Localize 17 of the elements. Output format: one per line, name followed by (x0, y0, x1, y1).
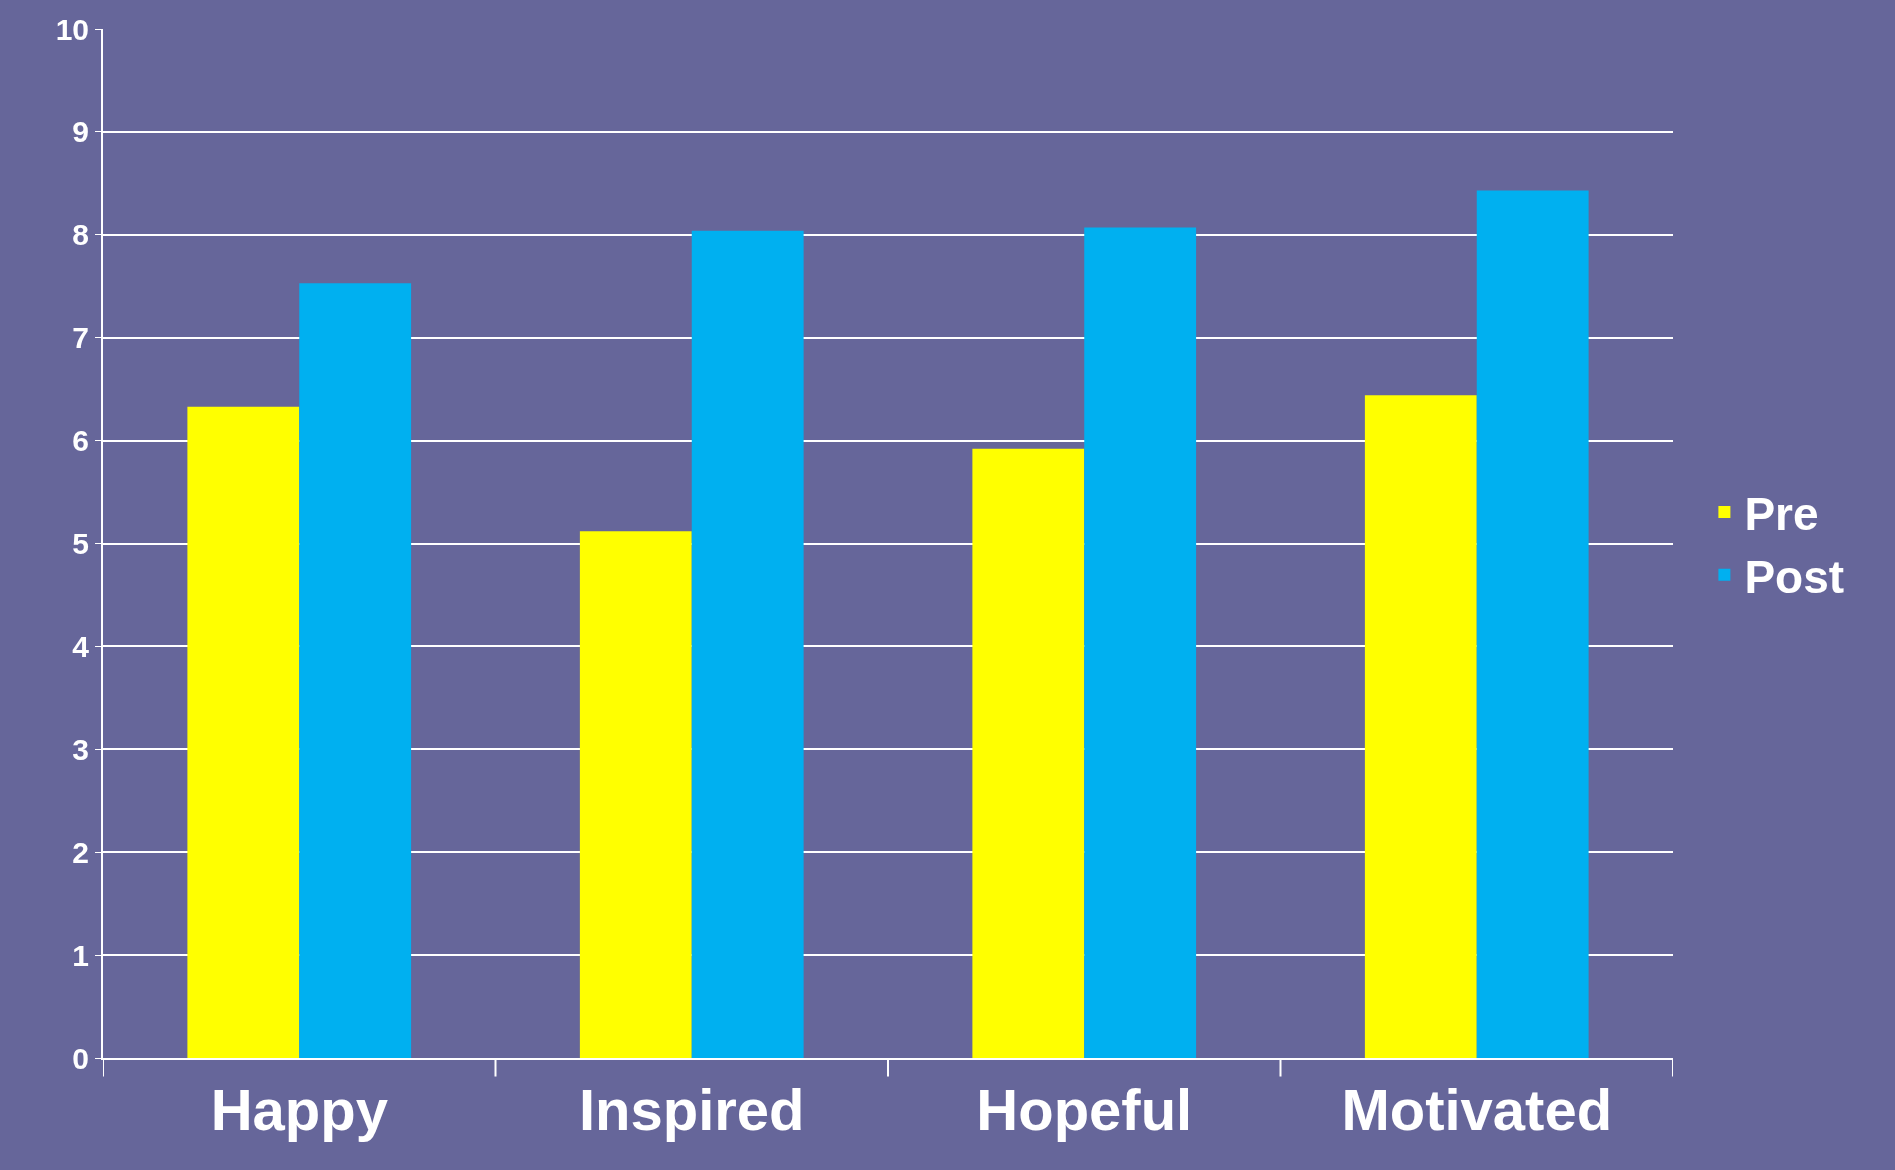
y-tick-label: 5 (72, 527, 89, 560)
y-tick-label: 2 (72, 835, 89, 869)
y-tick-label: 3 (72, 732, 89, 766)
x-tick-label: Happy (210, 1076, 388, 1142)
legend-label: Pre (1744, 487, 1819, 540)
x-tick-label: Hopeful (976, 1076, 1193, 1142)
y-tick-label: 4 (72, 629, 90, 663)
y-tick-label: 10 (55, 12, 89, 46)
y-tick-label: 9 (72, 115, 89, 149)
x-tick-label: Motivated (1341, 1076, 1613, 1142)
y-tick-label: 1 (72, 938, 89, 972)
y-tick-label: 6 (72, 424, 89, 458)
y-tick-label: 7 (72, 321, 89, 355)
x-tick-label: Inspired (578, 1076, 805, 1142)
y-tick-label: 8 (72, 218, 89, 252)
legend-label: Post (1744, 550, 1845, 603)
y-tick-label: 0 (72, 1041, 89, 1075)
